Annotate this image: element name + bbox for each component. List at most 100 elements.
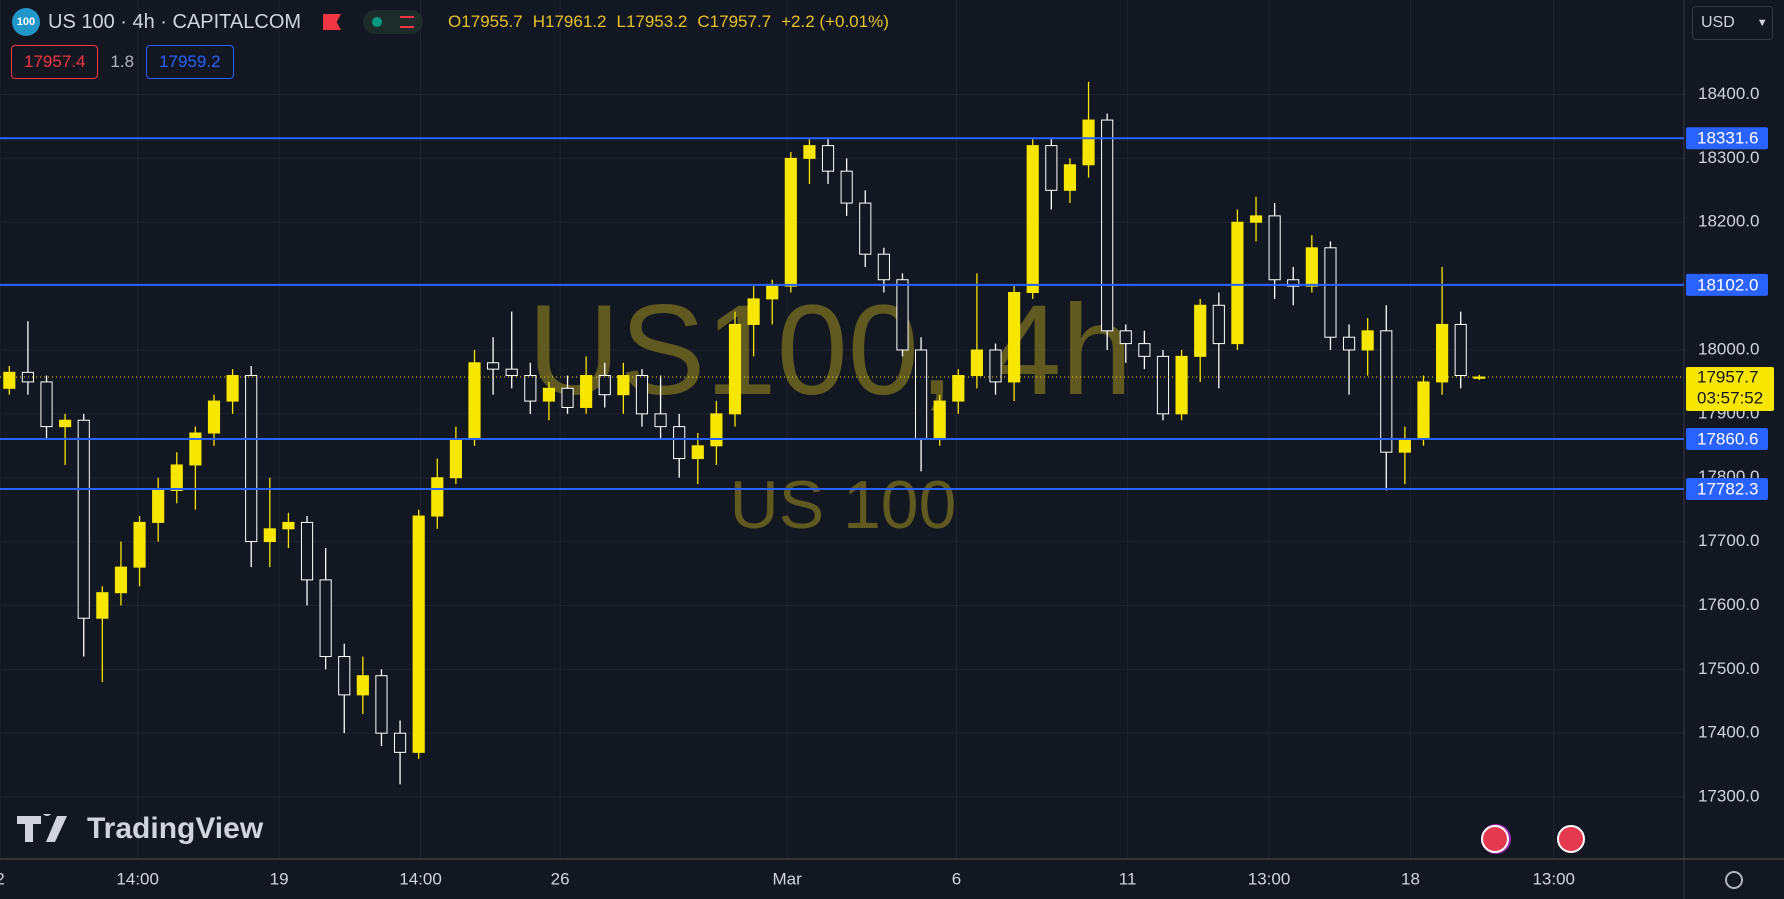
- candle-body: [487, 362, 500, 370]
- candle-body: [1324, 247, 1337, 338]
- candle-body: [803, 145, 816, 159]
- x-tick-label: 18: [1401, 869, 1420, 888]
- spread: 1.8: [110, 52, 135, 71]
- buy-price[interactable]: 17959.2: [146, 45, 234, 79]
- candle-body: [449, 438, 462, 479]
- candle-body: [859, 202, 872, 255]
- settings-icon[interactable]: [1725, 871, 1743, 889]
- ohlc-key: H: [532, 12, 546, 31]
- x-tick-label: 14:00: [399, 869, 442, 888]
- ohlc-key: C: [697, 12, 710, 31]
- level-label: 18102.0: [1697, 275, 1758, 294]
- candle-body: [1026, 145, 1039, 294]
- candle-body: [617, 375, 630, 396]
- candle-body: [1305, 247, 1318, 287]
- candle-body: [505, 368, 518, 377]
- candle-body: [896, 279, 909, 351]
- candle-body: [96, 592, 109, 619]
- x-tick-label: 19: [270, 869, 289, 888]
- candle-body: [3, 371, 16, 389]
- candle-body: [1361, 330, 1374, 351]
- last-price-label: 17957.7: [1697, 367, 1758, 386]
- level-label: 17782.3: [1697, 480, 1758, 499]
- candle-body: [1008, 292, 1021, 383]
- logo-shape: [17, 814, 67, 842]
- candle-body: [877, 253, 890, 281]
- candle-body: [728, 323, 742, 415]
- candle-body: [338, 656, 351, 696]
- candle-body: [393, 732, 407, 753]
- candle-body: [21, 371, 34, 383]
- y-tick-label: 17300.0: [1698, 787, 1759, 806]
- ohlc-value: 17955.7: [461, 12, 523, 31]
- candle-body: [933, 400, 946, 440]
- candle-body: [580, 375, 593, 408]
- candle-body: [710, 413, 723, 447]
- candle-body: [114, 566, 128, 594]
- logo-icon: [17, 814, 67, 842]
- candle-body: [189, 432, 202, 466]
- quotes: 17957.4 1.8 17959.2: [11, 45, 234, 79]
- candle-body: [1473, 376, 1486, 379]
- level-label-box: [1686, 273, 1768, 296]
- ohlc-value: 17961.2: [545, 12, 607, 31]
- candle-body: [207, 400, 221, 434]
- y-tick-label: 17600.0: [1698, 595, 1759, 614]
- grid: [0, 0, 1684, 859]
- candle-body: [1287, 279, 1300, 287]
- candle-body: [691, 445, 704, 460]
- symbol-title[interactable]: US 100 · 4h · CAPITALCOM: [48, 10, 302, 33]
- candle-body: [821, 145, 835, 172]
- currency-select[interactable]: USD ▼: [1692, 6, 1773, 40]
- candle-body: [766, 285, 779, 300]
- candle-body: [673, 426, 686, 460]
- candle-body: [77, 419, 90, 619]
- candle-body: [1101, 119, 1114, 332]
- x-tick-label: 6: [952, 869, 961, 888]
- y-tick-label: 17400.0: [1698, 723, 1759, 742]
- candle-body: [1249, 215, 1263, 223]
- symbol-header: 100 US 100 · 4h · CAPITALCOM O17955.7 H1…: [12, 7, 889, 37]
- candle-body: [1194, 304, 1207, 357]
- sell-price[interactable]: 17957.4: [11, 45, 99, 79]
- candle-body: [319, 579, 332, 658]
- ohlc-value: 17953.2: [625, 12, 688, 31]
- x-tick-label: 13:00: [1532, 869, 1575, 888]
- x-tick-label: 26: [551, 869, 570, 888]
- status-pill[interactable]: [363, 10, 424, 34]
- candle-body: [542, 387, 556, 402]
- level-label-box: [1686, 127, 1768, 150]
- y-tick-label: 17700.0: [1698, 531, 1759, 550]
- level-label: 18331.6: [1697, 129, 1758, 148]
- ohlc-values: O17955.7 H17961.2 L17953.2 C17957.7 +2.2…: [448, 12, 889, 32]
- event-flag[interactable]: [1557, 825, 1585, 853]
- candle-body: [431, 477, 444, 517]
- candle-body: [561, 387, 574, 408]
- candle-body: [40, 381, 53, 428]
- candle-body: [747, 298, 760, 325]
- candle-body: [1342, 336, 1356, 351]
- candle-body: [226, 375, 239, 402]
- candle-body: [245, 375, 258, 543]
- candle-body: [468, 362, 481, 440]
- logo-text: TradingView: [87, 812, 264, 845]
- candle-body: [1417, 381, 1430, 440]
- y-tick-label: 18200.0: [1698, 212, 1759, 231]
- candle-body: [133, 521, 146, 568]
- level-label: 17860.6: [1697, 430, 1758, 449]
- candle-body: [840, 170, 853, 204]
- candle-body: [1119, 330, 1132, 345]
- candle-body: [952, 375, 965, 402]
- flag-icon[interactable]: [323, 14, 342, 30]
- ohlc-value: 17957.7: [709, 12, 772, 31]
- event-flag[interactable]: [1481, 825, 1509, 853]
- candle-body: [282, 521, 295, 530]
- ohlc-key: L: [616, 12, 626, 31]
- x-tick-label: 11: [1119, 869, 1137, 888]
- candle-body: [1268, 215, 1281, 281]
- y-tick-label: 18400.0: [1698, 84, 1759, 103]
- candle-body: [1138, 343, 1151, 357]
- candle-body: [598, 375, 611, 396]
